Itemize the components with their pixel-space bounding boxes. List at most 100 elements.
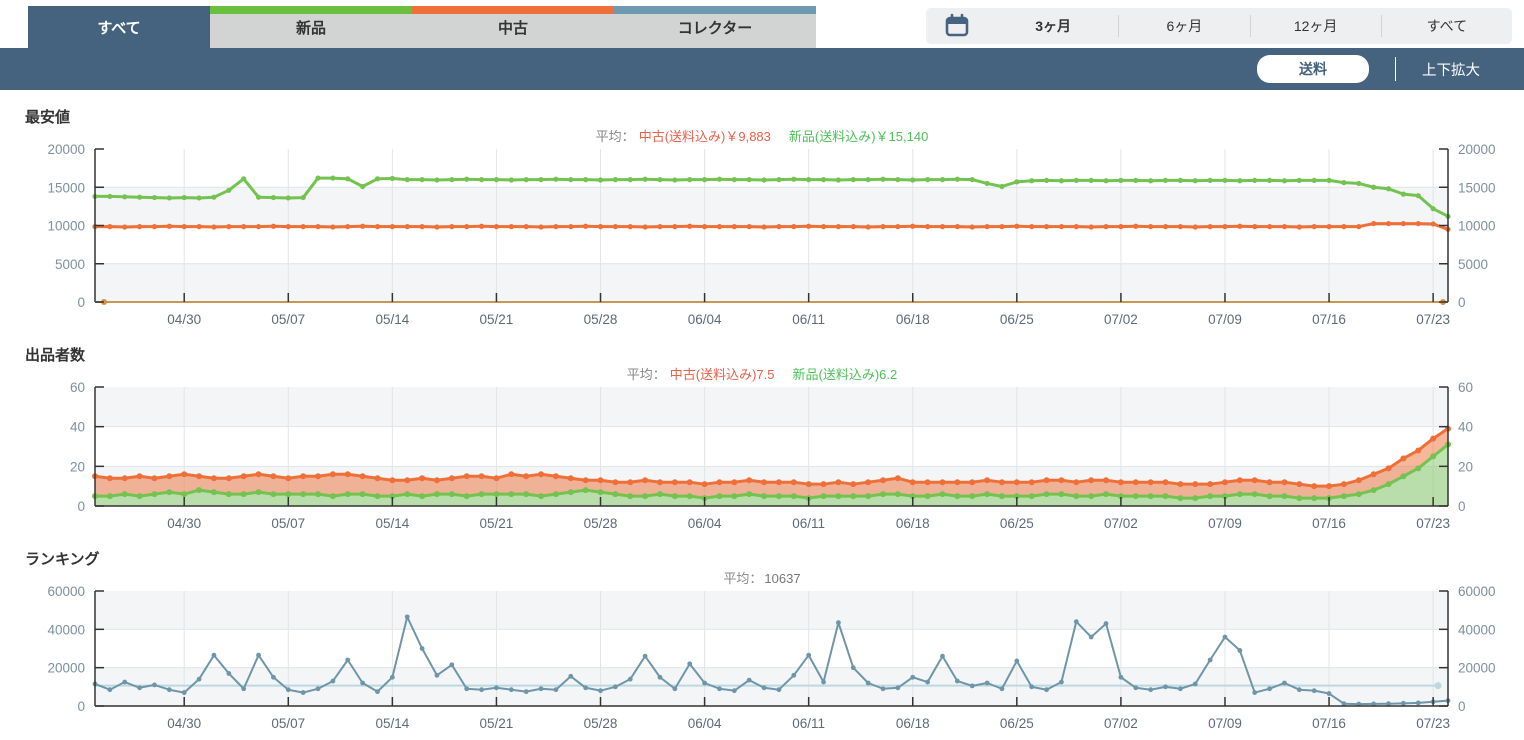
price-chart-title: 最安値	[25, 109, 71, 126]
tab-new-label: 新品	[295, 19, 326, 37]
date-range-selector: 3ヶ月 6ヶ月 12ヶ月 すべて	[926, 8, 1512, 44]
ranking-chart: 0 0 20000 20000 40000 40000 60000 60000 04/30 05/…	[47, 586, 1496, 731]
sellers-chart-title: 出品者数	[25, 347, 86, 364]
average-ranking-value: 10637	[764, 571, 801, 586]
svg-text:20: 20	[1458, 459, 1473, 474]
svg-text:0: 0	[77, 295, 85, 310]
tab-collector-accent	[614, 6, 816, 14]
ranking-average-text: 平均： 10637	[0, 568, 1524, 586]
price-average-text: 平均： 中古(送料込み)￥9,883 新品(送料込み)￥15,140	[0, 126, 1524, 144]
svg-text:06/04: 06/04	[688, 516, 722, 531]
chart-toolbar: 送料 上下拡大	[0, 48, 1524, 90]
svg-text:05/14: 05/14	[375, 716, 409, 731]
tab-all-label: すべて	[97, 19, 141, 37]
svg-text:05/21: 05/21	[480, 516, 514, 531]
range-3months[interactable]: 3ヶ月	[1035, 18, 1072, 34]
svg-text:0: 0	[77, 499, 85, 514]
ranking-chart-section: ランキング 平均： 10637 0 0 20000 20000 40000 40000 600…	[0, 548, 1524, 734]
svg-text:07/23: 07/23	[1416, 312, 1450, 327]
svg-text:15000: 15000	[1458, 180, 1496, 195]
svg-text:10000: 10000	[1458, 219, 1496, 234]
svg-text:06/18: 06/18	[896, 312, 930, 327]
svg-text:05/28: 05/28	[584, 516, 618, 531]
average-new-price: 新品(送料込み)￥15,140	[788, 129, 929, 144]
tab-used[interactable]: 中古	[412, 6, 614, 48]
calendar-icon	[926, 12, 988, 40]
svg-text:07/16: 07/16	[1312, 716, 1346, 731]
svg-text:0: 0	[77, 699, 85, 714]
svg-text:0: 0	[1458, 295, 1466, 310]
price-chart: 0 0 5000 5000 10000 10000 15000 15000 20000 20000…	[47, 144, 1496, 327]
svg-text:07/09: 07/09	[1208, 312, 1242, 327]
svg-text:10000: 10000	[47, 219, 85, 234]
svg-text:40: 40	[70, 420, 85, 435]
svg-text:40000: 40000	[47, 622, 85, 637]
svg-text:20000: 20000	[1458, 661, 1496, 676]
svg-text:05/14: 05/14	[375, 312, 409, 327]
svg-text:40: 40	[1458, 420, 1473, 435]
svg-text:20000: 20000	[47, 661, 85, 676]
ranking-chart-title: ランキング	[25, 551, 100, 568]
svg-text:05/28: 05/28	[584, 312, 618, 327]
svg-text:06/25: 06/25	[1000, 716, 1034, 731]
tab-all[interactable]: すべて	[28, 6, 210, 48]
svg-text:05/14: 05/14	[375, 516, 409, 531]
tab-collector[interactable]: コレクター	[614, 6, 816, 48]
svg-text:60000: 60000	[1458, 586, 1496, 599]
svg-text:06/11: 06/11	[792, 516, 825, 531]
tab-all-accent	[28, 6, 210, 14]
range-12months[interactable]: 12ヶ月	[1249, 15, 1381, 37]
svg-text:07/02: 07/02	[1104, 516, 1138, 531]
svg-text:60000: 60000	[47, 586, 85, 599]
svg-text:20: 20	[70, 459, 85, 474]
svg-text:04/30: 04/30	[167, 516, 201, 531]
svg-text:20000: 20000	[47, 144, 85, 157]
svg-text:07/16: 07/16	[1312, 516, 1346, 531]
vertical-zoom-button[interactable]: 上下拡大	[1422, 62, 1480, 79]
shipping-toggle-button[interactable]: 送料	[1257, 55, 1369, 83]
svg-text:5000: 5000	[1458, 257, 1488, 272]
tab-used-accent	[412, 6, 614, 14]
average-prefix: 平均：	[595, 129, 635, 144]
svg-text:05/07: 05/07	[271, 312, 305, 327]
condition-tabs: すべて 新品 中古 コレクター	[28, 6, 816, 48]
svg-text:05/07: 05/07	[271, 516, 305, 531]
svg-text:15000: 15000	[47, 180, 85, 195]
tab-new[interactable]: 新品	[210, 6, 412, 48]
svg-text:07/09: 07/09	[1208, 716, 1242, 731]
average-prefix: 平均：	[626, 367, 666, 382]
svg-text:05/21: 05/21	[480, 716, 514, 731]
average-used-price: 中古(送料込み)￥9,883	[638, 129, 771, 144]
svg-text:05/28: 05/28	[584, 716, 618, 731]
range-all[interactable]: すべて	[1380, 15, 1512, 37]
tab-new-accent	[210, 6, 412, 14]
svg-text:06/25: 06/25	[1000, 516, 1034, 531]
average-used-sellers: 中古(送料込み)7.5	[669, 367, 775, 382]
average-prefix: 平均：	[723, 571, 763, 586]
svg-text:06/04: 06/04	[688, 312, 722, 327]
svg-text:06/11: 06/11	[792, 312, 825, 327]
svg-text:04/30: 04/30	[167, 716, 201, 731]
svg-text:04/30: 04/30	[167, 312, 201, 327]
svg-text:07/09: 07/09	[1208, 516, 1242, 531]
svg-text:40000: 40000	[1458, 622, 1496, 637]
header: すべて 新品 中古 コレクター 3ヶ月 6ヶ月 12ヶ月 すべて	[0, 0, 1524, 48]
toolbar-divider	[1395, 57, 1396, 81]
tab-collector-label: コレクター	[677, 19, 753, 37]
range-6months[interactable]: 6ヶ月	[1118, 15, 1249, 37]
svg-text:05/21: 05/21	[480, 312, 514, 327]
svg-text:07/02: 07/02	[1104, 716, 1138, 731]
svg-text:0: 0	[1458, 499, 1466, 514]
svg-text:5000: 5000	[55, 257, 85, 272]
svg-text:06/04: 06/04	[688, 716, 722, 731]
svg-text:20000: 20000	[1458, 144, 1496, 157]
sellers-average-text: 平均： 中古(送料込み)7.5 新品(送料込み)6.2	[0, 364, 1524, 382]
svg-text:07/02: 07/02	[1104, 312, 1138, 327]
svg-text:07/23: 07/23	[1416, 516, 1450, 531]
tab-used-label: 中古	[497, 19, 528, 37]
svg-text:07/23: 07/23	[1416, 716, 1450, 731]
svg-text:60: 60	[1458, 382, 1473, 395]
svg-text:06/25: 06/25	[1000, 312, 1034, 327]
svg-text:07/16: 07/16	[1312, 312, 1346, 327]
